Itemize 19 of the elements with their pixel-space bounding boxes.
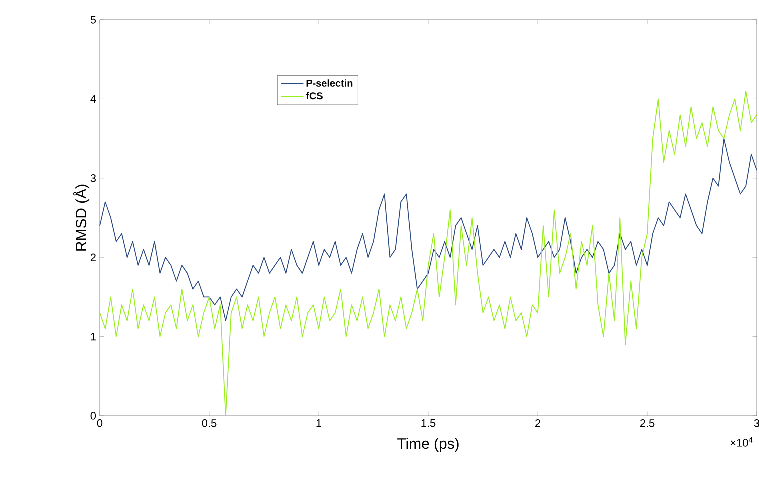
y-tick-label: 3 bbox=[90, 174, 96, 182]
line-series bbox=[100, 138, 758, 322]
x-tick-label: 1.5 bbox=[422, 420, 436, 428]
y-tick-label: 0 bbox=[90, 412, 96, 420]
x-tick-label: 2 bbox=[536, 420, 541, 428]
y-tick-label: 5 bbox=[90, 16, 96, 24]
y-tick-label: 1 bbox=[91, 333, 96, 341]
text: ×10$^{4}$ bbox=[730, 438, 753, 447]
x-tick-label: 0.5 bbox=[202, 420, 217, 428]
x-axis-title: Time (ps) bbox=[398, 438, 459, 452]
legend-label: P-selectin bbox=[306, 80, 353, 87]
x-tick-label: 1 bbox=[316, 420, 322, 428]
y-tick-label: 4 bbox=[90, 95, 96, 103]
legend-label: fCS bbox=[306, 92, 323, 100]
line-series bbox=[100, 90, 758, 416]
y-tick-label: 2 bbox=[90, 254, 96, 262]
y-axis-title: RMSD (Å) bbox=[73, 184, 90, 251]
x-tick-label: 2.5 bbox=[640, 420, 655, 428]
x-tick-label: 0 bbox=[97, 420, 103, 428]
